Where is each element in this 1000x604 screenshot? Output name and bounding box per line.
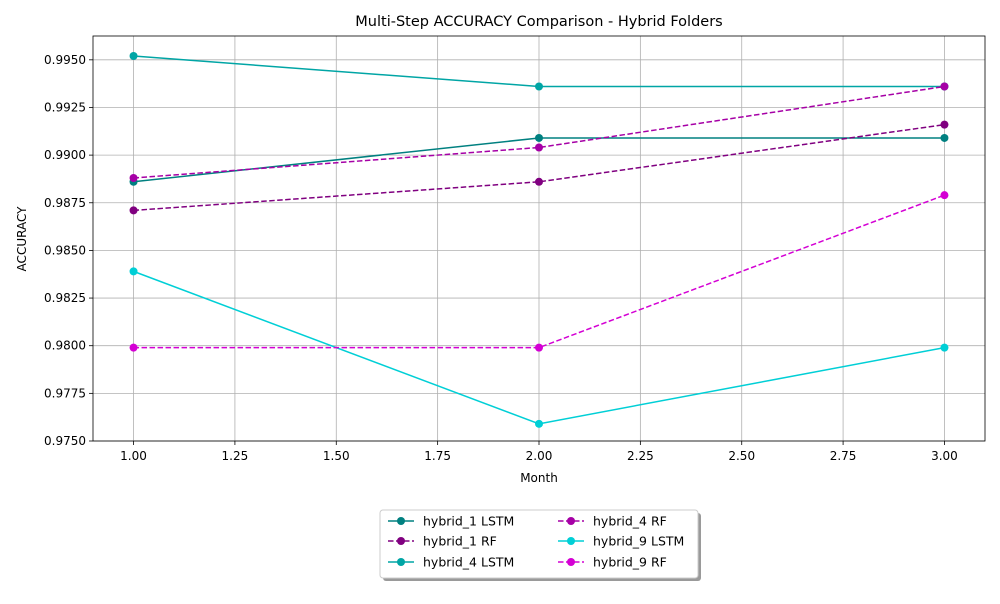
data-point <box>940 191 949 200</box>
legend-item: hybrid_9 RF <box>558 555 667 570</box>
data-point <box>129 206 138 215</box>
data-point <box>535 143 543 152</box>
data-point <box>129 52 138 61</box>
x-tick-label: 1.00 <box>120 449 147 463</box>
y-axis-title: ACCURACY <box>15 206 29 272</box>
data-point <box>129 343 138 352</box>
y-tick-label: 0.9800 <box>44 339 86 353</box>
legend-item: hybrid_9 LSTM <box>558 534 684 549</box>
data-point <box>535 82 543 91</box>
legend-marker <box>397 537 405 545</box>
data-point <box>940 82 949 91</box>
legend-marker <box>567 537 575 545</box>
x-tick-label: 1.50 <box>323 449 350 463</box>
series-hybrid-1-lstm <box>129 133 949 186</box>
y-tick-label: 0.9925 <box>44 100 86 114</box>
x-tick-label: 3.00 <box>931 449 958 463</box>
x-tick-label: 1.75 <box>424 449 451 463</box>
legend-label: hybrid_9 RF <box>593 555 667 570</box>
legend: hybrid_1 LSTM hybrid_1 RF hybrid_4 LSTM hyb… <box>379 509 701 581</box>
legend-marker <box>397 558 405 566</box>
y-tick-label: 0.9950 <box>44 53 86 67</box>
data-point <box>535 419 543 428</box>
data-point <box>535 343 543 352</box>
data-point <box>535 133 543 142</box>
legend-marker <box>567 558 575 566</box>
legend-item: hybrid_1 LSTM <box>388 514 514 529</box>
y-tick-label: 0.9900 <box>44 148 86 162</box>
data-point <box>535 177 543 186</box>
series-hybrid-9-lstm <box>129 267 949 428</box>
legend-marker <box>397 517 405 525</box>
data-point <box>940 343 949 352</box>
legend-box <box>379 509 699 579</box>
series-hybrid-1-rf <box>129 120 949 215</box>
y-tick-label: 0.9775 <box>44 386 86 400</box>
legend-label: hybrid_9 LSTM <box>593 534 684 549</box>
grid <box>93 36 985 442</box>
y-tick-label: 0.9750 <box>44 434 86 448</box>
x-tick-label: 2.00 <box>526 449 553 463</box>
series-hybrid-9-rf <box>129 191 949 352</box>
legend-item: hybrid_4 LSTM <box>388 555 514 570</box>
chart-title: Multi-Step ACCURACY Comparison - Hybrid … <box>355 14 722 30</box>
data-point <box>940 120 949 129</box>
legend-label: hybrid_4 RF <box>593 514 667 529</box>
y-tick-label: 0.9825 <box>44 291 86 305</box>
legend-item: hybrid_1 RF <box>388 534 497 549</box>
series-hybrid-4-rf <box>129 82 949 182</box>
data-point <box>129 267 138 276</box>
x-axis-title: Month <box>520 471 558 485</box>
x-tick-label: 2.50 <box>728 449 755 463</box>
x-tick-label: 1.25 <box>222 449 249 463</box>
legend-label: hybrid_4 LSTM <box>423 555 514 570</box>
y-tick-label: 0.9850 <box>44 243 86 257</box>
legend-marker <box>567 517 575 525</box>
x-tick-label: 2.75 <box>830 449 857 463</box>
series-layer <box>129 52 949 428</box>
legend-label: hybrid_1 LSTM <box>423 514 514 529</box>
ticks: 1.00 1.25 1.50 1.75 2.00 2.25 2.50 2.75 3.00 0.97… <box>44 53 958 463</box>
y-tick-label: 0.9875 <box>44 196 86 210</box>
data-point <box>129 173 138 182</box>
x-tick-label: 2.25 <box>627 449 654 463</box>
legend-item: hybrid_4 RF <box>558 514 667 529</box>
data-point <box>940 133 949 142</box>
legend-label: hybrid_1 RF <box>423 534 497 549</box>
